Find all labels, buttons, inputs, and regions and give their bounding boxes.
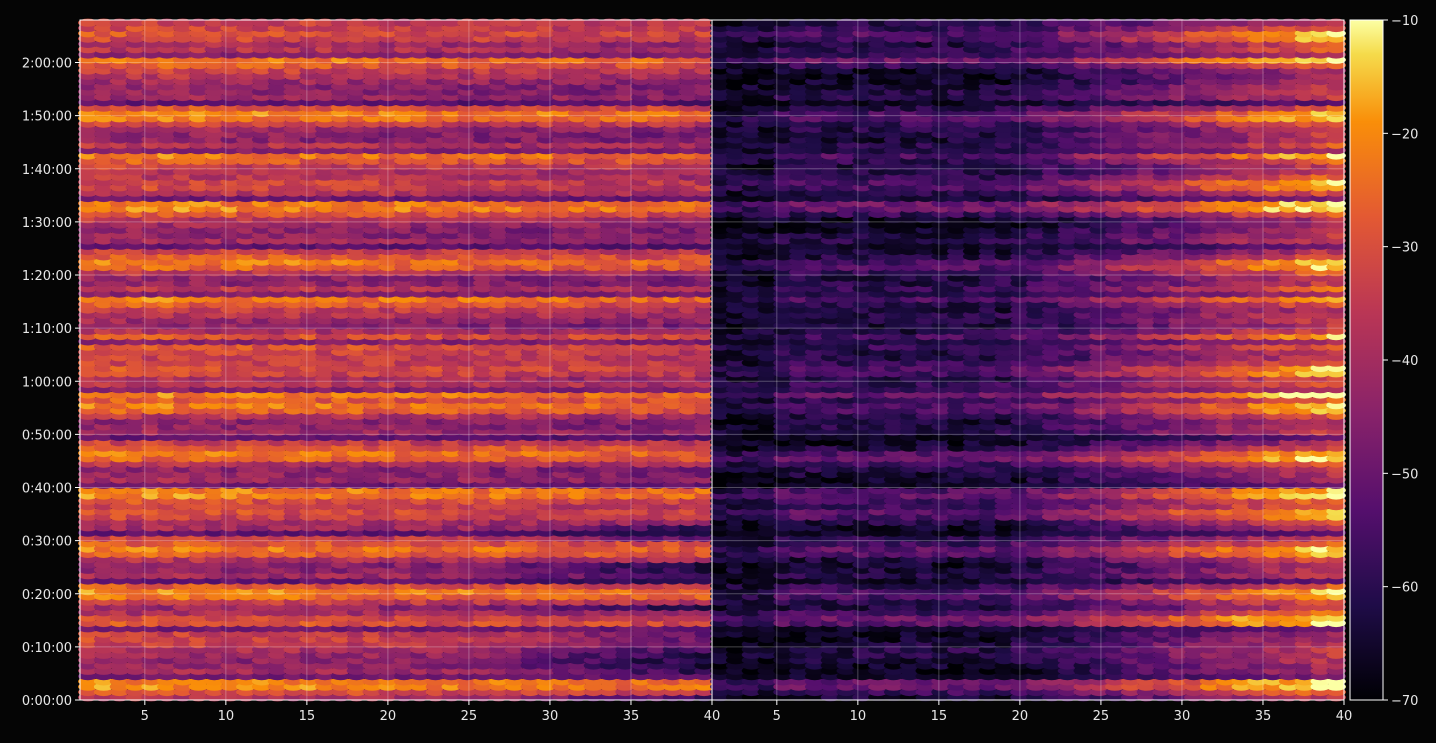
plot-area <box>78 18 1346 702</box>
